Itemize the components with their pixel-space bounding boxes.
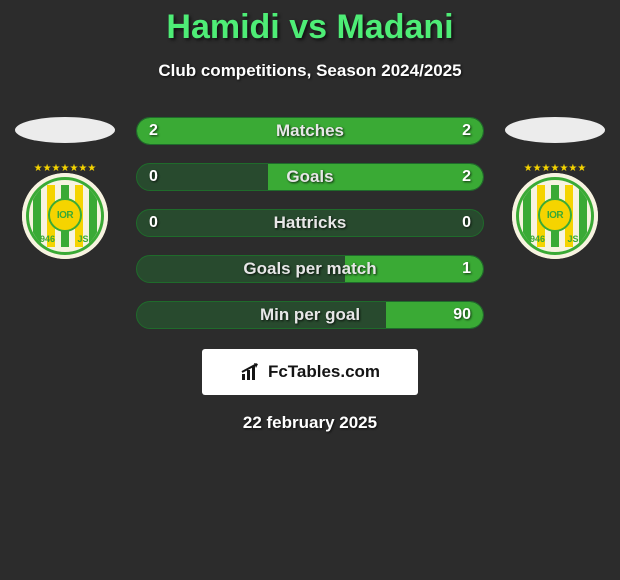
stat-value-right: 2	[462, 122, 471, 140]
right-club-crest-wrap: ★★★★★★★ IOR 1946 JSK	[512, 173, 598, 259]
comparison-row: ★★★★★★★ IOR 1946 JSK	[0, 117, 620, 329]
crest-inner: IOR 1946 JSK	[516, 177, 594, 255]
stat-bar-goals-per-match: Goals per match 1	[136, 255, 484, 283]
left-club-crest: IOR 1946 JSK	[22, 173, 108, 259]
stat-value-right: 90	[453, 306, 471, 324]
stat-bar-goals: 0 Goals 2	[136, 163, 484, 191]
page-title: Hamidi vs Madani	[0, 8, 620, 47]
crest-year: 1946	[525, 234, 545, 244]
branding-label: FcTables.com	[268, 362, 380, 382]
left-club-crest-wrap: ★★★★★★★ IOR 1946 JSK	[22, 173, 108, 259]
bar-fill-left	[137, 118, 310, 144]
crest-monogram: IOR	[48, 198, 82, 232]
page-subtitle: Club competitions, Season 2024/2025	[0, 61, 620, 81]
stat-value-left: 2	[149, 122, 158, 140]
snapshot-date: 22 february 2025	[0, 413, 620, 433]
crest-year: 1946	[35, 234, 55, 244]
stat-value-right: 2	[462, 168, 471, 186]
bar-fill-right	[310, 118, 483, 144]
stat-value-left: 0	[149, 168, 158, 186]
stat-bar-matches: 2 Matches 2	[136, 117, 484, 145]
right-player-avatar	[505, 117, 605, 143]
stat-value-right: 1	[462, 260, 471, 278]
left-player-avatar	[15, 117, 115, 143]
stat-value-right: 0	[462, 214, 471, 232]
crest-monogram: IOR	[538, 198, 572, 232]
stat-bar-min-per-goal: Min per goal 90	[136, 301, 484, 329]
stat-label: Hattricks	[137, 213, 483, 233]
stat-bars: 2 Matches 2 0 Goals 2 0 Hattricks 0	[136, 117, 484, 329]
bar-fill-right	[268, 164, 483, 190]
left-player-col: ★★★★★★★ IOR 1946 JSK	[10, 117, 120, 259]
branding-link[interactable]: FcTables.com	[202, 349, 418, 395]
root: Hamidi vs Madani Club competitions, Seas…	[0, 0, 620, 433]
stat-value-left: 0	[149, 214, 158, 232]
right-player-col: ★★★★★★★ IOR 1946 JSK	[500, 117, 610, 259]
bar-chart-icon	[240, 362, 262, 382]
crest-code: JSK	[77, 234, 95, 244]
right-club-crest: IOR 1946 JSK	[512, 173, 598, 259]
stat-bar-hattricks: 0 Hattricks 0	[136, 209, 484, 237]
crest-code: JSK	[567, 234, 585, 244]
crest-inner: IOR 1946 JSK	[26, 177, 104, 255]
